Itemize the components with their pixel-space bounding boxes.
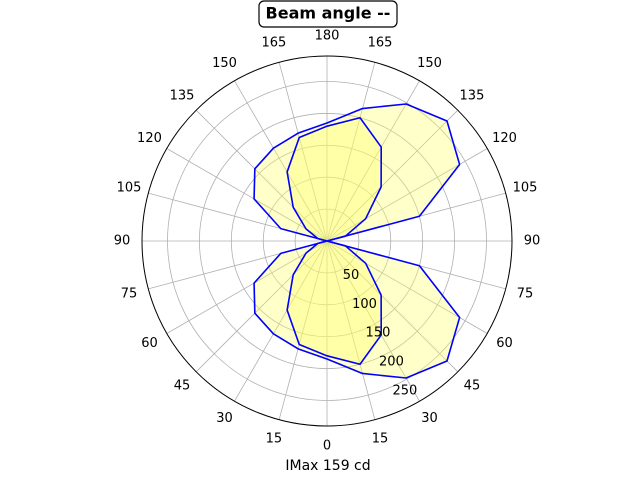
r-tick-label: 200 bbox=[379, 355, 404, 370]
theta-tick-label: 150 bbox=[212, 56, 237, 71]
grid-spoke bbox=[326, 148, 488, 242]
theta-tick-label: 45 bbox=[464, 378, 481, 393]
theta-tick-label: 165 bbox=[262, 35, 287, 50]
grid-circle bbox=[199, 113, 455, 369]
grid-spoke bbox=[326, 240, 420, 402]
grid-spoke bbox=[326, 240, 488, 334]
theta-tick-label: 90 bbox=[114, 234, 131, 249]
theta-tick-label: 75 bbox=[517, 287, 534, 302]
theta-tick-label: 135 bbox=[460, 89, 485, 104]
r-tick-label: 150 bbox=[366, 326, 391, 341]
grid-spoke bbox=[278, 62, 328, 242]
theta-tick-label: 45 bbox=[174, 378, 191, 393]
theta-tick-label: 75 bbox=[121, 287, 138, 302]
theta-tick-label: 15 bbox=[266, 432, 283, 447]
polar-frame bbox=[141, 55, 513, 427]
theta-tick-label: 105 bbox=[117, 180, 142, 195]
theta-tick-label: 60 bbox=[141, 336, 158, 351]
chart-title: Beam angle -- bbox=[266, 4, 391, 23]
theta-tick-label: 30 bbox=[216, 411, 233, 426]
theta-tick-label: 30 bbox=[421, 411, 438, 426]
theta-tick-label: 15 bbox=[372, 432, 389, 447]
r-tick-label: 100 bbox=[352, 297, 377, 312]
grid-spoke bbox=[234, 80, 328, 242]
grid-spoke bbox=[195, 109, 328, 242]
grid-spoke bbox=[326, 240, 459, 373]
curve bbox=[253, 103, 461, 379]
theta-tick-label: 120 bbox=[492, 131, 517, 146]
title-box bbox=[258, 0, 398, 28]
theta-tick-label: 90 bbox=[524, 234, 541, 249]
grid-spoke bbox=[326, 240, 376, 420]
grid-spoke bbox=[234, 240, 328, 402]
theta-tick-label: 165 bbox=[368, 35, 393, 50]
grid-circle bbox=[262, 176, 392, 306]
grid-circle bbox=[230, 144, 424, 338]
theta-tick-label: 105 bbox=[513, 180, 538, 195]
theta-tick-label: 135 bbox=[170, 89, 195, 104]
theta-tick-label: 60 bbox=[496, 336, 513, 351]
r-tick-label: 250 bbox=[393, 383, 418, 398]
grid-spoke bbox=[326, 62, 376, 242]
grid-spoke bbox=[278, 240, 328, 420]
theta-tick-label: 150 bbox=[417, 56, 442, 71]
curve bbox=[286, 116, 383, 366]
grid-spoke bbox=[326, 80, 420, 242]
theta-tick-label: 120 bbox=[137, 131, 162, 146]
grid-spoke bbox=[326, 109, 459, 242]
x-axis-label: IMax 159 cd bbox=[285, 458, 370, 474]
grid-spoke bbox=[166, 240, 328, 334]
grid-spoke bbox=[166, 148, 328, 242]
theta-tick-label: 180 bbox=[315, 29, 340, 44]
theta-tick-label: 0 bbox=[323, 439, 331, 454]
grid-circle bbox=[294, 208, 360, 274]
r-tick-label: 50 bbox=[343, 268, 360, 283]
grid-circle bbox=[167, 81, 487, 401]
grid-spoke bbox=[195, 240, 328, 373]
